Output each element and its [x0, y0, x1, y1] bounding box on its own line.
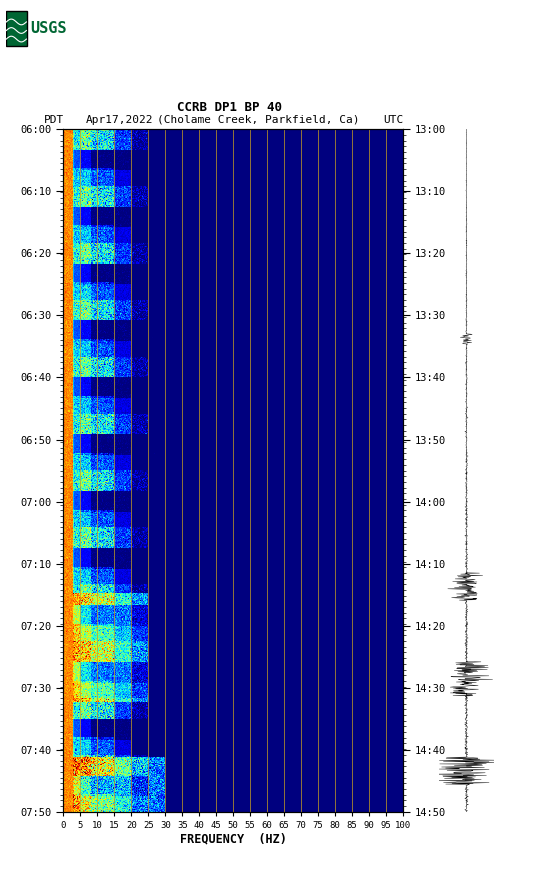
Text: UTC: UTC: [384, 115, 404, 125]
Text: CCRB DP1 BP 40: CCRB DP1 BP 40: [177, 101, 282, 114]
FancyBboxPatch shape: [6, 11, 27, 46]
Text: USGS: USGS: [30, 21, 67, 36]
Text: PDT: PDT: [44, 115, 65, 125]
Text: Apr17,2022: Apr17,2022: [86, 115, 153, 125]
X-axis label: FREQUENCY  (HZ): FREQUENCY (HZ): [180, 832, 286, 846]
Text: (Cholame Creek, Parkfield, Ca): (Cholame Creek, Parkfield, Ca): [157, 115, 360, 125]
